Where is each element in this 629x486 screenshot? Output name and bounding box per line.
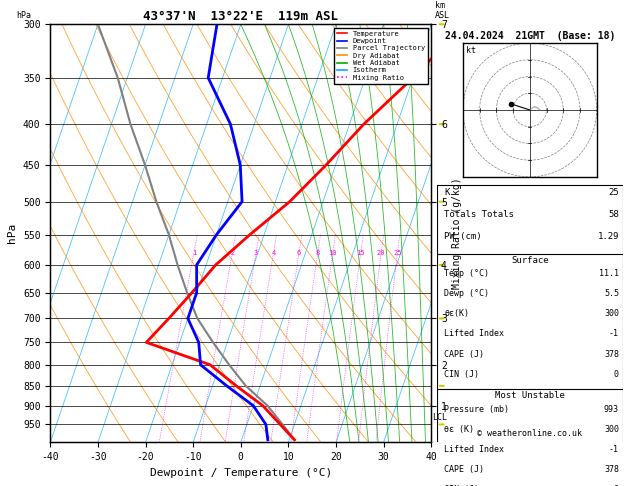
Text: 11.1: 11.1 bbox=[599, 269, 619, 278]
Text: θε(K): θε(K) bbox=[444, 310, 469, 318]
Text: Lifted Index: Lifted Index bbox=[444, 445, 504, 454]
Text: CIN (J): CIN (J) bbox=[444, 485, 479, 486]
Text: 25: 25 bbox=[393, 250, 402, 256]
Text: 378: 378 bbox=[604, 465, 619, 474]
Text: 10: 10 bbox=[328, 250, 337, 256]
Text: Most Unstable: Most Unstable bbox=[495, 391, 565, 400]
Text: CAPE (J): CAPE (J) bbox=[444, 349, 484, 359]
Text: CAPE (J): CAPE (J) bbox=[444, 465, 484, 474]
Text: 2: 2 bbox=[230, 250, 235, 256]
Text: 4: 4 bbox=[271, 250, 276, 256]
Text: 24.04.2024  21GMT  (Base: 18): 24.04.2024 21GMT (Base: 18) bbox=[445, 31, 615, 40]
Text: 1.29: 1.29 bbox=[598, 232, 619, 241]
Text: 6: 6 bbox=[297, 250, 301, 256]
Text: Surface: Surface bbox=[511, 256, 548, 265]
Text: θε (K): θε (K) bbox=[444, 425, 474, 434]
Text: 993: 993 bbox=[604, 405, 619, 414]
Text: 15: 15 bbox=[357, 250, 365, 256]
Text: CIN (J): CIN (J) bbox=[444, 370, 479, 379]
Text: 58: 58 bbox=[608, 210, 619, 219]
Text: 0: 0 bbox=[614, 485, 619, 486]
Text: 1: 1 bbox=[192, 250, 196, 256]
Text: Totals Totals: Totals Totals bbox=[444, 210, 514, 219]
Text: 378: 378 bbox=[604, 349, 619, 359]
Text: hPa: hPa bbox=[16, 11, 31, 20]
Text: 300: 300 bbox=[604, 310, 619, 318]
Text: PW (cm): PW (cm) bbox=[444, 232, 482, 241]
Text: 3: 3 bbox=[254, 250, 258, 256]
Text: 0: 0 bbox=[614, 370, 619, 379]
Text: 300: 300 bbox=[604, 425, 619, 434]
Text: © weatheronline.co.uk: © weatheronline.co.uk bbox=[477, 429, 582, 438]
Text: 25: 25 bbox=[608, 189, 619, 197]
Text: K: K bbox=[444, 189, 450, 197]
Text: Pressure (mb): Pressure (mb) bbox=[444, 405, 509, 414]
Title: 43°37'N  13°22'E  119m ASL: 43°37'N 13°22'E 119m ASL bbox=[143, 10, 338, 23]
Text: -1: -1 bbox=[609, 330, 619, 338]
Text: 5.5: 5.5 bbox=[604, 289, 619, 298]
Y-axis label: hPa: hPa bbox=[8, 223, 18, 243]
Text: Dewp (°C): Dewp (°C) bbox=[444, 289, 489, 298]
Text: km
ASL: km ASL bbox=[435, 0, 450, 20]
Legend: Temperature, Dewpoint, Parcel Trajectory, Dry Adiabat, Wet Adiabat, Isotherm, Mi: Temperature, Dewpoint, Parcel Trajectory… bbox=[334, 28, 428, 84]
Text: Lifted Index: Lifted Index bbox=[444, 330, 504, 338]
Y-axis label: Mixing Ratio (g/kg): Mixing Ratio (g/kg) bbox=[452, 177, 462, 289]
Text: 8: 8 bbox=[316, 250, 320, 256]
Text: kt: kt bbox=[466, 46, 476, 55]
Text: LCL: LCL bbox=[432, 413, 447, 421]
Text: Temp (°C): Temp (°C) bbox=[444, 269, 489, 278]
Text: -1: -1 bbox=[609, 445, 619, 454]
Text: 20: 20 bbox=[377, 250, 386, 256]
X-axis label: Dewpoint / Temperature (°C): Dewpoint / Temperature (°C) bbox=[150, 468, 332, 478]
